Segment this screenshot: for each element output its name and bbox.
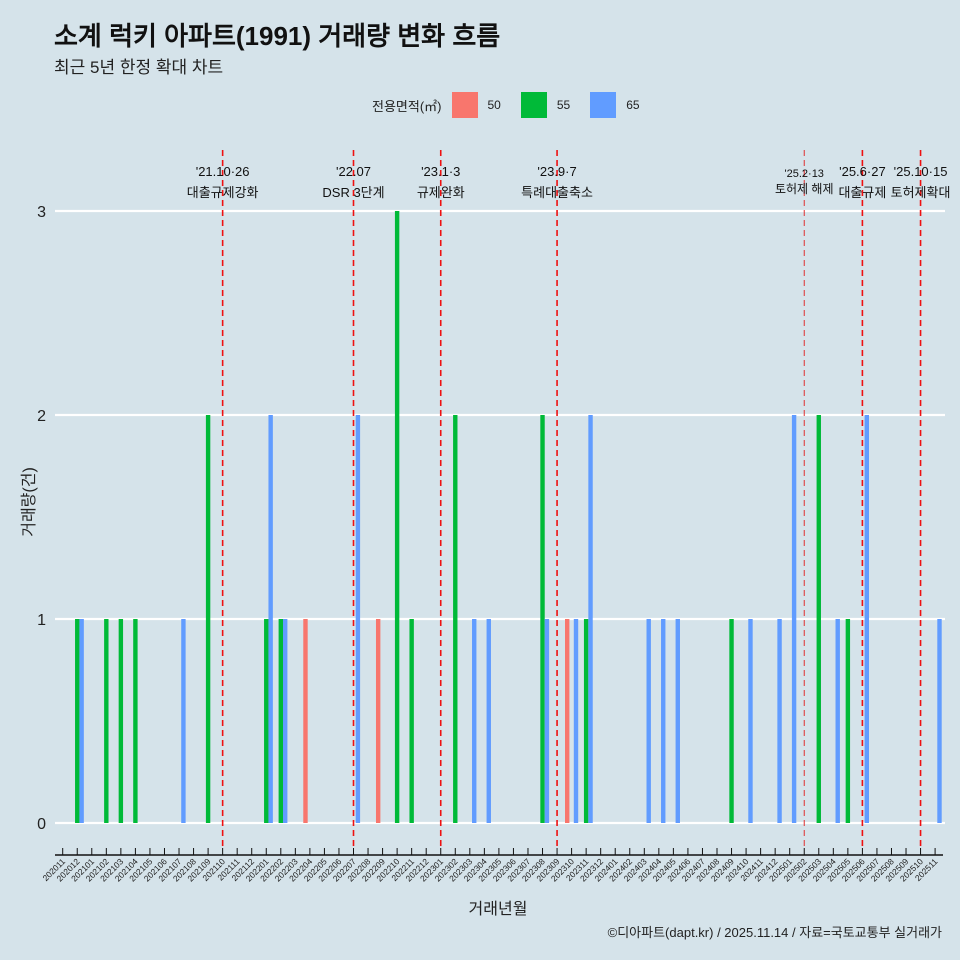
y-tick-label: 0 (37, 816, 46, 833)
bar-55-202103 (118, 619, 124, 823)
bar-65-202506 (864, 415, 869, 823)
bar-65-202202 (283, 619, 288, 823)
annotation-date: '25.10·15 (894, 164, 948, 179)
bar-55-202104 (133, 619, 138, 823)
bar-65-202410 (748, 619, 753, 823)
annotation-date: '22.07 (336, 164, 371, 179)
bar-55-202505 (845, 619, 851, 823)
annotation-label: 규제완화 (417, 185, 465, 200)
annotation-label: DSR 3단계 (322, 185, 384, 200)
y-tick-label: 1 (37, 612, 46, 629)
legend: 전용면적(㎡) 50 55 65 (372, 92, 640, 118)
bar-55-202311 (583, 619, 589, 823)
bar-50-202310 (565, 619, 570, 823)
annotation-date: '23.9·7 (537, 164, 576, 179)
y-axis-title: 거래량(건) (20, 467, 38, 537)
bar-65-202511 (937, 619, 942, 823)
chart-title: 소계 럭키 아파트(1991) 거래량 변화 흐름 (54, 21, 501, 51)
bar-55-202302 (453, 415, 458, 823)
bar-65-202501 (791, 415, 797, 823)
bar-65-202412 (777, 619, 782, 823)
bar-65-202311 (588, 415, 593, 823)
bar-55-202308 (540, 415, 545, 823)
legend-swatch-65 (590, 92, 617, 118)
caption: ©디아파트(dapt.kr) / 2025.11.14 / 자료=국토교통부 실… (607, 925, 942, 940)
annotation-date: '23.1·3 (421, 164, 460, 179)
legend-label-55: 55 (556, 98, 571, 112)
bar-65-202403 (646, 619, 651, 823)
bar-65-202201 (268, 415, 273, 823)
bar-55-202109 (205, 415, 211, 823)
annotation-label: 토허제확대 (891, 185, 951, 200)
bar-55-202211 (409, 619, 414, 823)
x-axis-title: 거래년월 (469, 900, 528, 918)
annotation-date: '25.6·27 (839, 164, 886, 179)
y-tick-label: 2 (37, 408, 46, 425)
annotation-label: 토허제 해제 (775, 182, 834, 196)
bar-65-202107 (181, 619, 186, 823)
chart-subtitle: 최근 5년 한정 확대 차트 (54, 58, 224, 77)
annotation-label: 대출규제강화 (187, 185, 259, 200)
bar-65-202504 (835, 619, 840, 823)
bar-65-202012 (79, 619, 84, 823)
legend-label-65: 65 (626, 98, 640, 112)
bar-65-202308 (544, 619, 550, 823)
bar-65-202310 (573, 619, 579, 823)
legend-swatch-50 (451, 92, 478, 118)
bar-50-202204 (303, 619, 308, 823)
legend-label-50: 50 (487, 98, 501, 112)
bar-55-202503 (816, 415, 821, 823)
bar-55-202102 (104, 619, 109, 823)
legend-title: 전용면적(㎡) (372, 98, 442, 114)
y-tick-label: 3 (37, 204, 46, 221)
bar-55-202210 (394, 211, 400, 823)
bar-65-202207 (355, 415, 361, 823)
annotation-date: '25.2·13 (785, 168, 824, 180)
bar-50-202209 (375, 619, 381, 823)
legend-swatch-55 (520, 92, 547, 118)
bar-55-202409 (729, 619, 734, 823)
bar-65-202304 (486, 619, 491, 823)
bar-55-202202 (278, 619, 283, 823)
annotation-label: 특례대출축소 (521, 185, 593, 200)
bar-65-202405 (675, 619, 680, 823)
annotation-label: 대출규제 (838, 185, 886, 200)
bar-65-202303 (472, 619, 477, 823)
bar-55-202012 (75, 619, 80, 823)
bar-55-202201 (264, 619, 269, 823)
annotation-date: '21.10·26 (196, 164, 250, 179)
bar-65-202404 (661, 619, 666, 823)
